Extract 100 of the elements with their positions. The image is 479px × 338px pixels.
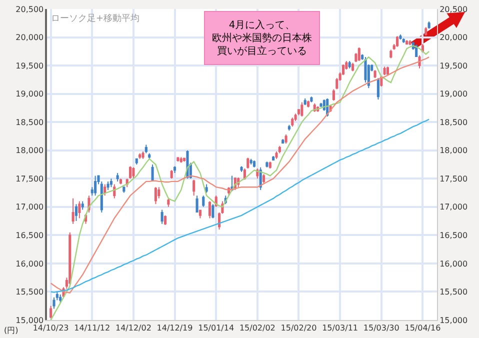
- candlestick: [383, 66, 386, 76]
- candlestick: [262, 174, 266, 184]
- candlestick: [72, 198, 74, 224]
- candlestick: [284, 134, 288, 144]
- candlestick: [196, 195, 198, 214]
- y-tick-label: 15,000: [16, 316, 44, 325]
- candlestick: [408, 40, 412, 46]
- candlestick: [376, 77, 380, 100]
- y-tick-label: 16,000: [16, 259, 44, 268]
- candlestick: [81, 200, 84, 210]
- y2-tick-label: 15,000: [440, 316, 468, 325]
- candlestick: [170, 170, 173, 180]
- y2-tick-label: 18,500: [440, 118, 468, 127]
- candlestick: [282, 138, 284, 144]
- candlestick: [202, 195, 205, 208]
- candlestick: [396, 36, 399, 48]
- candlestick: [160, 209, 164, 224]
- candlestick: [406, 40, 408, 46]
- candlestick: [110, 178, 112, 188]
- candlestick: [386, 66, 390, 76]
- candlestick: [428, 20, 430, 30]
- candlestick: [424, 26, 428, 36]
- candlestick: [374, 70, 376, 78]
- y-tick-label: 17,000: [16, 202, 44, 212]
- candlestick: [399, 34, 402, 40]
- y2-tick-label: 18,000: [440, 146, 468, 156]
- x-tick-label: 15/02/02: [239, 324, 276, 333]
- x-tick-label: 14/12/02: [115, 324, 152, 333]
- x-tick-label: 15/03/11: [322, 324, 358, 333]
- candlestick: [402, 38, 405, 44]
- text: ローソク足+移動平均: [51, 13, 140, 24]
- candlestick: [176, 156, 180, 162]
- candlestick: [288, 124, 290, 132]
- candlestick: [390, 49, 392, 59]
- candlestick: [212, 204, 214, 219]
- candlestick: [174, 166, 176, 174]
- candlestick: [94, 175, 97, 196]
- candlestick: [310, 96, 313, 103]
- y-tick-label: 15,500: [16, 288, 44, 297]
- candlestick: [320, 102, 322, 108]
- candlestick: [240, 166, 243, 172]
- candlestick: [151, 164, 154, 182]
- candlestick: [351, 62, 354, 72]
- y2-tick-label: 15,500: [440, 288, 468, 297]
- candlestick: [198, 209, 202, 219]
- candlestick: [252, 160, 256, 168]
- candlestick: [272, 156, 275, 162]
- y-tick-label: 19,500: [16, 61, 44, 70]
- line-series: [50, 118, 430, 293]
- candlestick: [59, 294, 62, 304]
- x-tick-label: 15/03/30: [363, 324, 400, 333]
- candlestick: [50, 305, 52, 319]
- y-tick-label: 20,000: [16, 33, 44, 42]
- y2-tick-label: 19,000: [440, 90, 468, 99]
- candlestick: [135, 158, 138, 165]
- y2-tick-label: 20,500: [440, 4, 468, 14]
- candlestick: [144, 144, 148, 154]
- candlestick: [300, 102, 304, 117]
- y2-tick-label: 17,500: [440, 174, 468, 184]
- candlestick: [164, 214, 167, 226]
- candlestick: [304, 98, 306, 106]
- candlestick: [306, 100, 310, 108]
- y-tick-label: 17,500: [16, 174, 44, 184]
- candlestick: [268, 161, 272, 169]
- candlestick: [205, 184, 208, 194]
- candlestick: [266, 161, 268, 168]
- y-tick-label: 18,000: [16, 146, 44, 156]
- x-tick-label: 15/02/20: [280, 324, 317, 333]
- candlestick: [348, 60, 351, 69]
- candlestick: [78, 200, 81, 219]
- candlestick: [154, 186, 157, 205]
- candlestick: [122, 186, 126, 194]
- candlestick: [142, 150, 144, 160]
- candlestick: [52, 296, 56, 310]
- y2-tick-label: 17,000: [440, 202, 468, 212]
- candlestick: [132, 166, 135, 180]
- y-tick-label: 19,000: [16, 90, 44, 99]
- y-tick-label: 16,500: [16, 230, 44, 240]
- candlestick: [106, 180, 110, 190]
- y-tick-label: 20,500: [16, 4, 44, 14]
- candlestick: [74, 204, 78, 222]
- y2-tick-label: 16,000: [440, 259, 468, 268]
- candlestick: [167, 198, 170, 208]
- candlestick: [129, 166, 132, 180]
- candlestick: [291, 117, 294, 128]
- candlestick: [104, 184, 106, 196]
- candlestick: [148, 152, 151, 160]
- candlestick: [250, 158, 252, 165]
- annotation: 4月に入って、: [228, 19, 296, 31]
- y2-tick-label: 19,500: [440, 61, 468, 70]
- x-tick-label: 14/12/19: [156, 324, 193, 333]
- x-tick-label: 15/01/14: [198, 324, 234, 333]
- y-tick-label: 18,500: [16, 118, 44, 127]
- y-axis-title: (円): [4, 326, 18, 335]
- candlestick: [68, 232, 72, 287]
- annotation: 欧州や米国勢の日本株: [212, 32, 312, 44]
- y2-tick-label: 20,000: [440, 33, 468, 42]
- candlestick: [116, 172, 119, 182]
- candlestick: [246, 157, 250, 169]
- annotation: 買いが目立っている: [217, 45, 307, 57]
